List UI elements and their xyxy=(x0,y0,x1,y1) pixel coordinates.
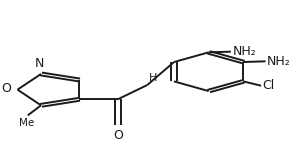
Text: NH₂: NH₂ xyxy=(232,45,256,58)
Text: Me: Me xyxy=(19,118,34,128)
Text: NH₂: NH₂ xyxy=(267,55,291,68)
Text: H: H xyxy=(149,73,157,83)
Text: O: O xyxy=(113,129,123,142)
Text: O: O xyxy=(1,82,11,95)
Text: Cl: Cl xyxy=(262,79,275,92)
Text: N: N xyxy=(35,57,44,70)
